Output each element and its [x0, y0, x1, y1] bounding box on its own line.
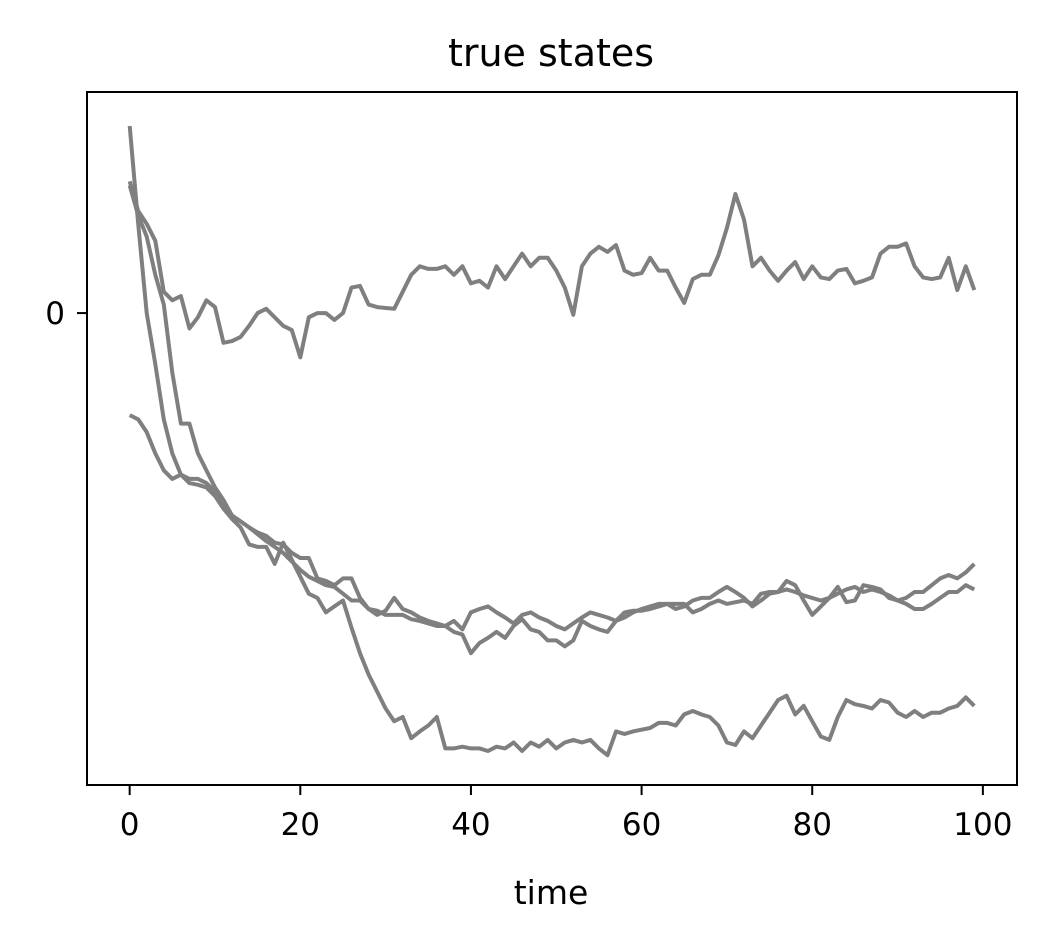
x-tick-label: 80: [793, 807, 832, 843]
x-tick-label: 60: [622, 807, 661, 843]
chart-title: true states: [448, 31, 654, 75]
x-axis-label: time: [514, 873, 589, 912]
y-axis-ticks: 0: [45, 296, 87, 332]
x-tick-label: 40: [451, 807, 490, 843]
series-line-4: [128, 413, 976, 632]
x-tick-label: 100: [953, 807, 1012, 843]
x-tick-label: 0: [120, 807, 140, 843]
series-lines: [127, 125, 977, 758]
series-line-3: [127, 184, 976, 656]
x-tick-label: 20: [281, 807, 320, 843]
x-axis-ticks: 0 20 40 60 80 100: [120, 785, 1012, 843]
plot-frame: [86, 91, 1018, 786]
series-line-1: [127, 180, 977, 360]
series-line-2: [127, 125, 976, 758]
y-tick-label: 0: [45, 296, 65, 332]
